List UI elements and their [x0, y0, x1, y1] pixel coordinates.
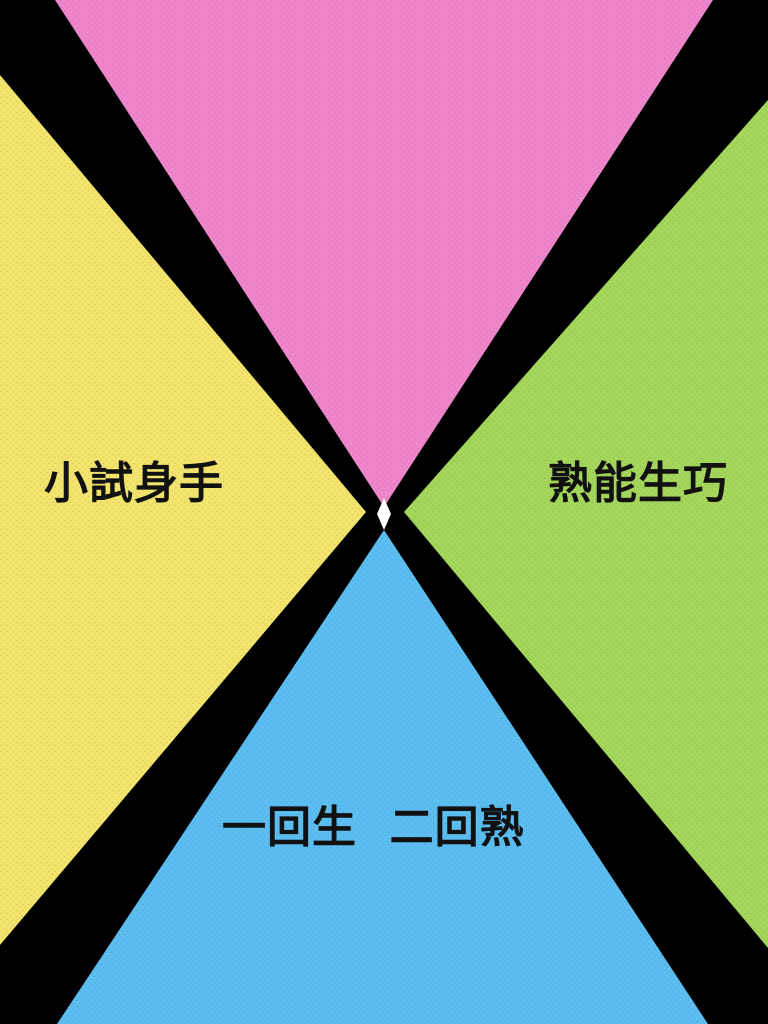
- right-panel-texture: [404, 100, 768, 948]
- top-panel-texture: [55, 0, 713, 507]
- left-panel-texture: [0, 75, 366, 945]
- center-diamond-icon: [377, 498, 391, 530]
- bottom-panel-texture: [57, 530, 708, 1024]
